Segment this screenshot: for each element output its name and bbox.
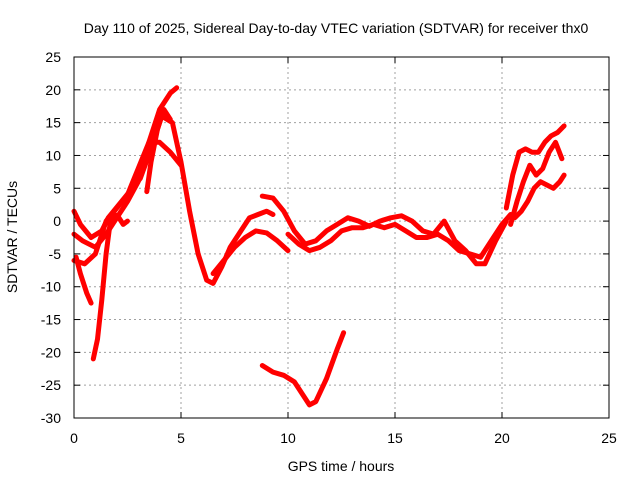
y-tick-label: 25 [45, 49, 61, 65]
y-tick-label: 20 [45, 82, 61, 98]
x-tick-label: 0 [70, 430, 78, 446]
series-track-d [73, 254, 94, 306]
series-track-c [71, 139, 184, 267]
plot-frame [73, 56, 610, 419]
y-tick-label: 10 [45, 147, 61, 163]
y-tick-label: 0 [53, 213, 61, 229]
x-tick-label: 10 [280, 430, 296, 446]
y-tick-label: -25 [41, 377, 61, 393]
series-track-i [285, 212, 514, 260]
grid [74, 57, 609, 418]
y-tick-label: -15 [41, 312, 61, 328]
y-tick-label: 15 [45, 115, 61, 131]
series-track-j [259, 330, 347, 408]
y-tick-label: -30 [41, 410, 61, 426]
series-track-b [71, 85, 180, 250]
chart-title: Day 110 of 2025, Sidereal Day-to-day VTE… [84, 20, 589, 36]
series-track-g [210, 228, 291, 277]
x-tick-label: 15 [387, 430, 403, 446]
x-tick-label: 20 [494, 430, 510, 446]
x-tick-label: 25 [601, 430, 617, 446]
x-tick-label: 5 [177, 430, 185, 446]
data-series [71, 85, 567, 408]
axis-ticks [73, 56, 610, 419]
y-tick-label: 5 [53, 180, 61, 196]
x-axis-label: GPS time / hours [288, 458, 395, 474]
y-tick-label: -20 [41, 344, 61, 360]
y-tick-label: -10 [41, 279, 61, 295]
y-axis-label: SDTVAR / TECUs [4, 181, 20, 293]
series-track-m [512, 172, 567, 221]
series-track-k [503, 123, 567, 211]
series-track-f [144, 107, 173, 195]
series-track-e [90, 212, 130, 362]
y-tick-label: -5 [49, 246, 62, 262]
series-track-l [508, 139, 565, 227]
tick-labels: 0 5 10 15 20 25 -30 -25 -20 -15 -10 -5 0 5 10 15 20 25 [41, 49, 617, 446]
